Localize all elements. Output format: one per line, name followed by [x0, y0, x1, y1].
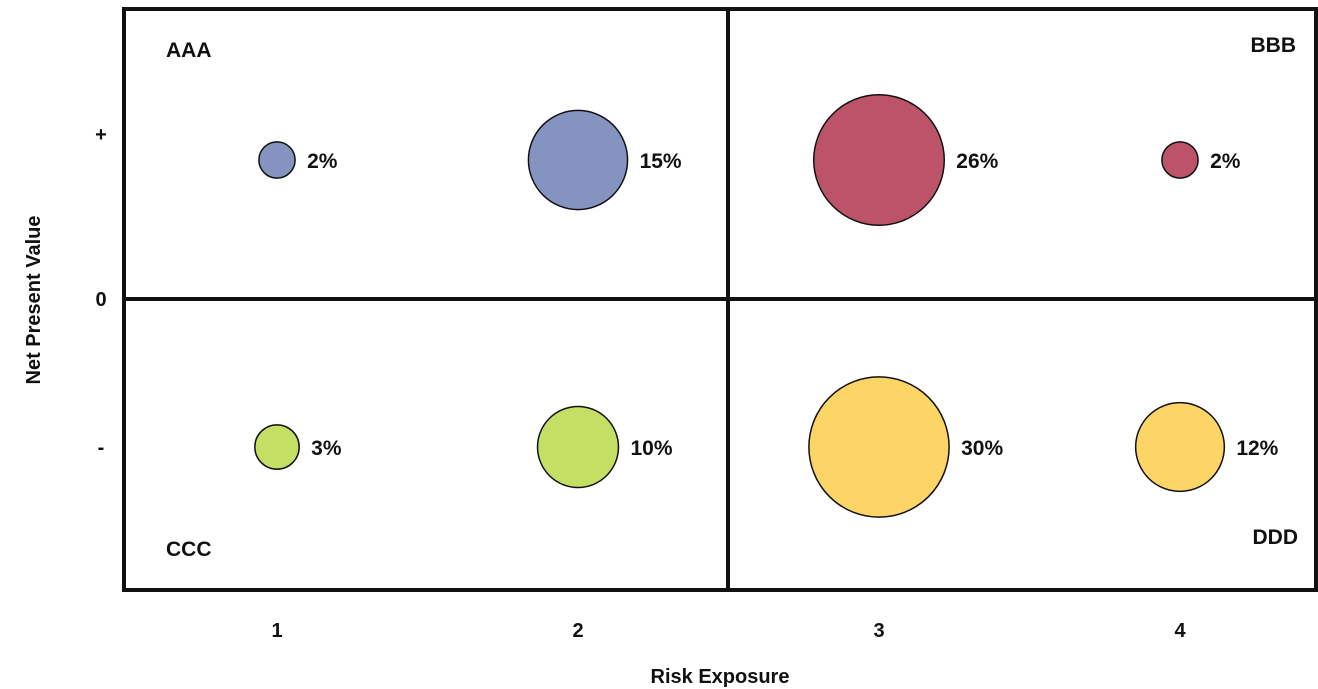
plot-frame	[122, 7, 1318, 592]
data-label: 2%	[1210, 150, 1241, 173]
x-axis-title: Risk Exposure	[651, 666, 790, 688]
x-tick-label: 2	[572, 620, 583, 642]
y-tick-label: +	[95, 124, 107, 146]
data-labels: 2% 15% 26% 2% 3% 10% 30% 12%	[307, 150, 1279, 460]
y-tick-label: 0	[95, 289, 106, 311]
y-tick-label: -	[98, 437, 105, 459]
bubble	[254, 424, 300, 470]
x-tick-labels: 1 2 3 4	[271, 620, 1186, 642]
data-label: 30%	[961, 437, 1003, 460]
bubble	[258, 141, 296, 179]
quadrant-labels: AAA BBB CCC DDD	[166, 34, 1298, 561]
bubble	[527, 109, 629, 211]
data-label: 12%	[1236, 437, 1278, 460]
bubble	[808, 376, 950, 518]
y-tick-labels: +0 -	[95, 124, 107, 459]
bubble	[812, 93, 946, 227]
x-tick-label: 1	[271, 620, 282, 642]
x-tick-label: 3	[873, 620, 884, 642]
data-label: 2%	[307, 150, 338, 173]
bubbles	[254, 93, 1226, 518]
data-label: 26%	[956, 150, 998, 173]
data-label: 15%	[640, 150, 682, 173]
data-label: 3%	[311, 437, 342, 460]
quadrant-label: DDD	[1253, 526, 1299, 549]
quadrant-label: CCC	[166, 538, 212, 561]
y-axis-title: Net Present Value	[23, 216, 45, 385]
bubble	[1134, 401, 1226, 493]
quadrant-label: AAA	[166, 39, 212, 62]
bubble	[1161, 141, 1199, 179]
quadrant-label: BBB	[1251, 34, 1297, 57]
bubble	[536, 405, 620, 489]
x-tick-label: 4	[1174, 620, 1186, 642]
data-label: 10%	[630, 437, 672, 460]
